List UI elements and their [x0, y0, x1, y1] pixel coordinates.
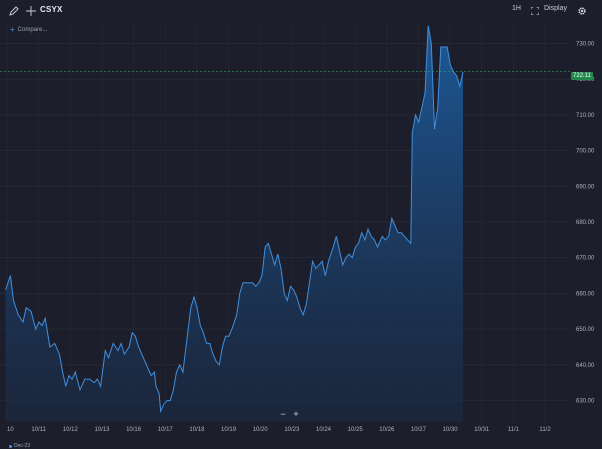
zoom-out-button[interactable]: −	[280, 409, 286, 419]
compare-button[interactable]: + Compare...	[10, 26, 47, 34]
x-tick-label: 10/20	[253, 427, 269, 433]
x-tick-label: 10/11	[31, 427, 46, 433]
legend: Dec-23	[9, 443, 30, 449]
x-tick-label: 11/2	[539, 427, 551, 433]
y-tick-label: 700.00	[576, 149, 595, 155]
x-tick-label: 10/16	[126, 427, 142, 433]
x-tick-label: 10/27	[411, 427, 427, 433]
y-tick-label: 670.00	[576, 256, 595, 262]
x-tick-label: 10/26	[379, 427, 395, 433]
x-tick-label: 10/17	[158, 427, 174, 433]
y-tick-label: 730.00	[576, 41, 595, 47]
crosshair-icon[interactable]	[24, 4, 38, 18]
y-tick-label: 680.00	[576, 220, 595, 226]
x-tick-label: 10/18	[189, 427, 205, 433]
x-tick-label: 10/24	[316, 427, 332, 433]
display-button[interactable]: Display	[544, 5, 567, 12]
x-tick-label: 10/25	[348, 427, 364, 433]
gear-icon[interactable]	[575, 4, 589, 18]
x-tick-label: 11/1	[508, 427, 520, 433]
zoom-in-button[interactable]: +	[293, 409, 299, 419]
plus-icon: +	[10, 25, 15, 34]
last-price-badge: 722.11	[571, 72, 593, 80]
price-area	[5, 25, 463, 422]
interval-button[interactable]: 1H	[512, 5, 521, 12]
x-tick-label: 10/30	[443, 427, 459, 433]
pencil-icon[interactable]	[7, 4, 21, 18]
y-tick-label: 660.00	[576, 291, 595, 297]
symbol-label[interactable]: CSYX	[40, 5, 63, 14]
y-tick-label: 710.00	[576, 113, 595, 119]
y-axis: 630.00 640.00 650.00 660.00 670.00 680.00 690.…	[576, 41, 595, 404]
price-line	[5, 25, 464, 414]
x-tick-label: 10/19	[221, 427, 237, 433]
x-tick-label: 10/12	[63, 427, 79, 433]
legend-dot	[9, 444, 12, 448]
legend-label: Dec-23	[14, 443, 31, 449]
compare-label: Compare...	[17, 27, 48, 33]
y-tick-label: 640.00	[576, 363, 595, 369]
y-tick-label: 650.00	[576, 327, 595, 333]
x-tick-label: 10/31	[474, 427, 490, 433]
x-axis: 10 10/11 10/12 10/13 10/16 10/17 10/18 10/19 10/…	[7, 427, 551, 433]
y-tick-label: 630.00	[576, 399, 595, 405]
chart-toolbar: CSYX 1H Display	[0, 0, 602, 22]
y-tick-label: 690.00	[576, 184, 595, 190]
zoom-controls: − +	[279, 409, 300, 419]
x-tick-label: 10/23	[284, 427, 300, 433]
x-tick-label: 10/13	[94, 427, 110, 433]
x-tick-label: 10	[7, 427, 14, 433]
y-tick-label: 720.00	[576, 77, 595, 83]
